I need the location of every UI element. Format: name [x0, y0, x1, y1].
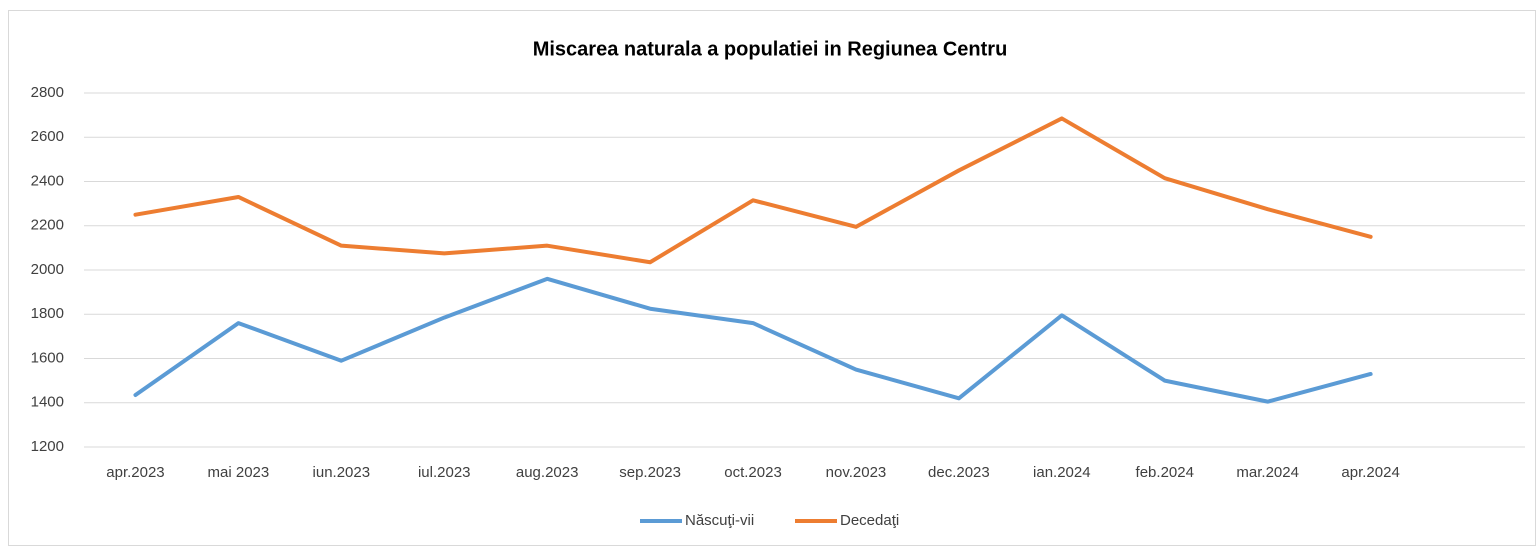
y-tick-label: 1400 [31, 394, 64, 411]
y-tick-label: 2000 [31, 261, 64, 278]
y-tick-label: 2400 [31, 172, 64, 189]
x-tick-label: apr.2023 [106, 464, 164, 481]
y-tick-label: 1800 [31, 305, 64, 322]
x-tick-label: ian.2024 [1033, 464, 1091, 481]
x-tick-label: dec.2023 [928, 464, 990, 481]
x-tick-label: apr.2024 [1341, 464, 1399, 481]
x-tick-label: mar.2024 [1236, 464, 1299, 481]
y-tick-label: 1600 [31, 349, 64, 366]
x-tick-label: iul.2023 [418, 464, 471, 481]
legend-label: Decedaţi [840, 512, 899, 529]
x-tick-label: sep.2023 [619, 464, 681, 481]
data-line [133, 116, 1373, 265]
y-tick-label: 1200 [31, 438, 64, 455]
y-tick-label: 2200 [31, 217, 64, 234]
legend-label: Născuţi-vii [685, 512, 754, 529]
x-tick-label: oct.2023 [724, 464, 782, 481]
x-tick-label: aug.2023 [516, 464, 579, 481]
x-tick-label: nov.2023 [826, 464, 887, 481]
y-tick-label: 2600 [31, 128, 64, 145]
chart-frame [8, 10, 1536, 546]
chart-title: Miscarea naturala a populatiei in Regiun… [533, 38, 1008, 60]
x-tick-label: feb.2024 [1136, 464, 1194, 481]
x-tick-label: iun.2023 [313, 464, 371, 481]
x-tick-label: mai 2023 [208, 464, 270, 481]
y-tick-label: 2800 [31, 84, 64, 101]
data-line [133, 276, 1373, 404]
